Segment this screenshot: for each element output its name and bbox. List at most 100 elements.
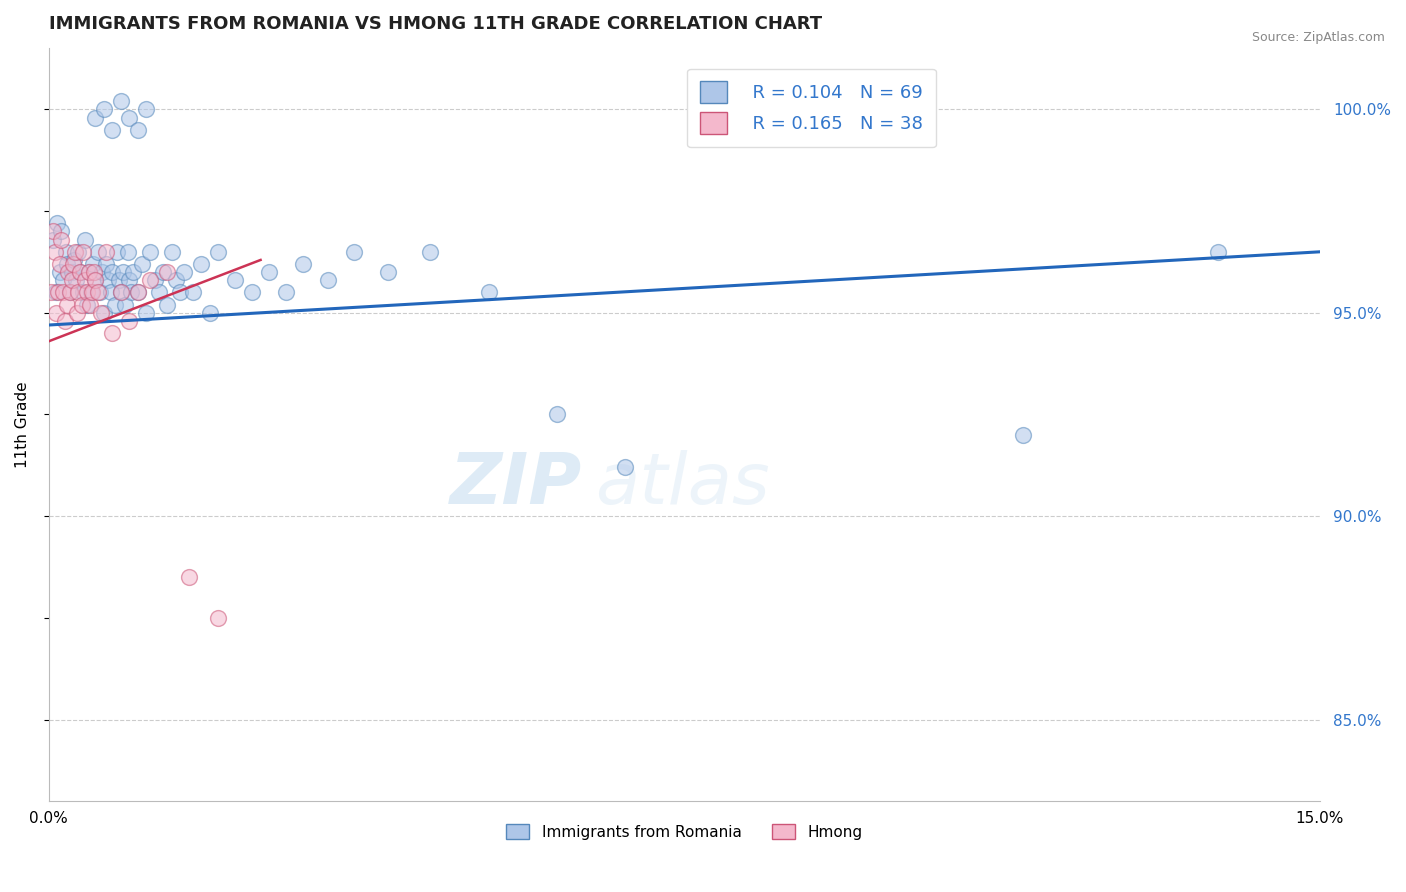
Point <box>108 273 131 287</box>
Point <box>93 103 115 117</box>
Point <box>122 265 145 279</box>
Point <box>1012 427 1035 442</box>
Point <box>55 244 77 259</box>
Point <box>207 611 229 625</box>
Point <box>118 273 141 287</box>
Point <box>1206 244 1229 259</box>
Point <box>67 244 90 259</box>
Point <box>152 265 174 279</box>
Point <box>343 244 366 259</box>
Text: Source: ZipAtlas.com: Source: ZipAtlas.com <box>1251 31 1385 45</box>
Point <box>97 273 120 287</box>
Point <box>76 285 98 300</box>
Point <box>49 257 72 271</box>
Point <box>291 257 314 271</box>
Point <box>101 326 124 340</box>
Point <box>131 257 153 271</box>
Point <box>207 244 229 259</box>
Point <box>75 273 97 287</box>
Point <box>118 111 141 125</box>
Point <box>139 244 162 259</box>
Point <box>127 285 149 300</box>
Point <box>127 123 149 137</box>
Point <box>104 298 127 312</box>
Point <box>546 408 568 422</box>
Point <box>56 257 79 271</box>
Point <box>59 285 82 300</box>
Point <box>110 95 132 109</box>
Point <box>105 244 128 259</box>
Point <box>139 273 162 287</box>
Point <box>101 123 124 137</box>
Point <box>110 285 132 300</box>
Point <box>135 103 157 117</box>
Point <box>135 306 157 320</box>
Point <box>46 285 69 300</box>
Point <box>114 298 136 312</box>
Point <box>51 224 73 238</box>
Point <box>198 306 221 320</box>
Point <box>62 257 84 271</box>
Point <box>46 216 69 230</box>
Point <box>67 285 90 300</box>
Point <box>42 233 65 247</box>
Point <box>39 285 62 300</box>
Point <box>80 285 103 300</box>
Text: IMMIGRANTS FROM ROMANIA VS HMONG 11TH GRADE CORRELATION CHART: IMMIGRANTS FROM ROMANIA VS HMONG 11TH GR… <box>49 15 823 33</box>
Point <box>66 306 89 320</box>
Point <box>127 285 149 300</box>
Point <box>169 285 191 300</box>
Point <box>55 298 77 312</box>
Point <box>84 273 107 287</box>
Point <box>96 244 118 259</box>
Point <box>63 252 86 267</box>
Point <box>148 285 170 300</box>
Point <box>101 265 124 279</box>
Point <box>118 314 141 328</box>
Point <box>112 265 135 279</box>
Point <box>84 111 107 125</box>
Point <box>70 298 93 312</box>
Point <box>52 273 75 287</box>
Text: ZIP: ZIP <box>450 450 582 519</box>
Point <box>63 244 86 259</box>
Point <box>80 285 103 300</box>
Point <box>117 244 139 259</box>
Point <box>90 306 112 320</box>
Point <box>76 298 98 312</box>
Point <box>165 273 187 287</box>
Point <box>419 244 441 259</box>
Point <box>143 273 166 287</box>
Point <box>120 285 142 300</box>
Point <box>84 273 107 287</box>
Point <box>60 265 83 279</box>
Point <box>79 298 101 312</box>
Point <box>49 265 72 279</box>
Point <box>110 285 132 300</box>
Point <box>173 265 195 279</box>
Point <box>318 273 340 287</box>
Point <box>42 224 65 238</box>
Point <box>72 244 94 259</box>
Point <box>53 314 76 328</box>
Point <box>224 273 246 287</box>
Point <box>44 285 66 300</box>
Point <box>59 285 82 300</box>
Point <box>190 257 212 271</box>
Point <box>51 233 73 247</box>
Point <box>156 265 179 279</box>
Point <box>69 265 91 279</box>
Point <box>82 257 104 271</box>
Point <box>79 265 101 279</box>
Point <box>377 265 399 279</box>
Point <box>58 265 80 279</box>
Point <box>87 285 110 300</box>
Point <box>44 244 66 259</box>
Point <box>52 285 75 300</box>
Point <box>240 285 263 300</box>
Point <box>77 265 100 279</box>
Point <box>160 244 183 259</box>
Point <box>156 298 179 312</box>
Text: atlas: atlas <box>595 450 770 519</box>
Point <box>93 306 115 320</box>
